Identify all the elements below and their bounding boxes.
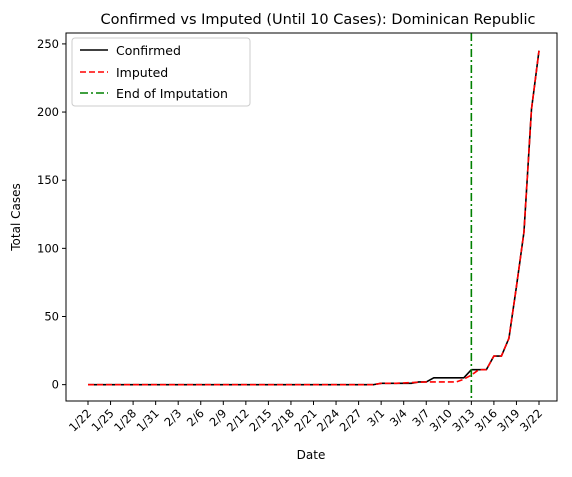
chart-title: Confirmed vs Imputed (Until 10 Cases): D… (101, 12, 536, 28)
legend-label-imputed: Imputed (116, 65, 168, 80)
legend-label-confirmed: Confirmed (116, 43, 181, 58)
legend: Confirmed Imputed End of Imputation (71, 37, 251, 107)
x-tick-label: 3/22 (517, 406, 545, 434)
y-tick-label: 150 (37, 173, 59, 187)
x-axis: 1/221/251/281/31 2/3 2/6 2/92/122/152/182/2… (66, 401, 545, 434)
x-tick-label: 2/15 (246, 406, 274, 434)
x-tick-label: 1/25 (89, 406, 117, 434)
x-tick-label: 1/28 (111, 406, 139, 434)
x-tick-label: 3/1 (364, 406, 387, 429)
x-tick-label: 2/6 (184, 406, 207, 429)
y-tick-label: 200 (37, 105, 59, 119)
x-tick-label: 2/18 (269, 406, 297, 434)
x-tick-label: 3/16 (472, 406, 500, 434)
x-tick-label: 3/4 (387, 406, 410, 429)
plot-content (88, 33, 540, 401)
y-tick-label: 50 (44, 309, 59, 323)
x-tick-label: 3/10 (427, 406, 455, 434)
legend-box (71, 37, 251, 107)
series-line-imputed (88, 50, 540, 386)
x-tick-label: 2/12 (224, 406, 252, 434)
y-tick-label: 250 (37, 37, 59, 51)
x-tick-label: 2/3 (161, 406, 184, 429)
plot-frame (65, 32, 558, 402)
x-tick-label: 2/21 (291, 406, 319, 434)
y-tick-label: 0 (52, 378, 59, 392)
x-tick-label: 1/31 (134, 406, 162, 434)
x-tick-label: 2/24 (314, 406, 342, 434)
y-axis-label: Total Cases (9, 183, 23, 251)
x-tick-label: 1/22 (66, 406, 94, 434)
x-tick-label: 3/13 (449, 406, 477, 434)
x-tick-label: 2/27 (337, 406, 365, 434)
y-tick-label: 100 (37, 241, 59, 255)
y-axis: 0 50 100 150 200 250 (37, 37, 66, 392)
legend-label-end-of-imputation: End of Imputation (116, 86, 228, 101)
x-tick-label: 3/19 (494, 406, 522, 434)
x-axis-label: Date (297, 448, 326, 462)
